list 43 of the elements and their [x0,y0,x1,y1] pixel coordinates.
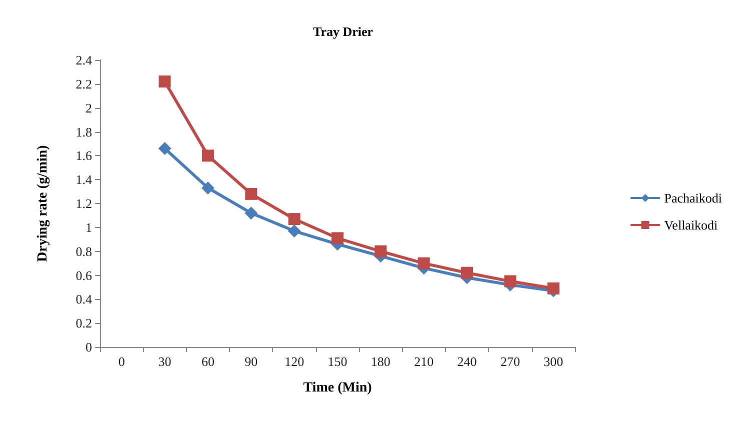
x-tick-label: 30 [158,354,172,369]
legend-label: Vellaikodi [664,218,718,232]
point [288,224,301,238]
y-tick-label: 0.4 [76,292,92,307]
point [504,275,516,288]
point [332,232,344,244]
point [288,213,300,226]
y-tick-label: 1.4 [76,172,92,188]
y-tick-label: 1.2 [76,196,92,211]
legend-label: Pachaikodi [664,190,722,206]
x-tick-label: 0 [118,354,125,369]
point [374,245,387,258]
x-tick-label: 150 [328,354,348,369]
x-tick-label: 180 [370,354,390,369]
y-tick-label: 0.6 [76,268,92,283]
y-tick-label: 1 [86,220,92,235]
x-axis-title: Time (Min) [303,380,372,396]
y-tick-label: 2.2 [76,76,92,92]
point [418,257,430,270]
x-tick-label: 120 [284,354,304,369]
y-tick-label: 2 [86,100,92,116]
y-tick-label: 0.2 [76,316,92,331]
y-tick-label: 2.4 [76,52,92,68]
point [201,181,214,194]
chart-title: Tray Drier [312,24,374,39]
y-axis-title: Drying rate (g/min) [36,144,50,262]
y-tick-label: 0 [86,340,92,354]
point [158,76,171,88]
x-tick-label: 210 [414,354,434,369]
point [461,266,474,279]
y-tick-label: 1.8 [76,124,92,140]
x-tick-label: 60 [201,354,214,369]
x-tick-label: 270 [500,354,520,369]
y-tick-label: 0.8 [76,244,92,259]
x-tick-label: 90 [244,354,258,369]
y-tick-label: 1.6 [76,148,92,164]
x-tick-label: 300 [544,354,564,369]
point [244,206,258,220]
point [158,142,172,155]
point [547,282,560,294]
point [202,150,214,162]
x-tick-label: 240 [457,354,477,369]
point [245,188,258,200]
